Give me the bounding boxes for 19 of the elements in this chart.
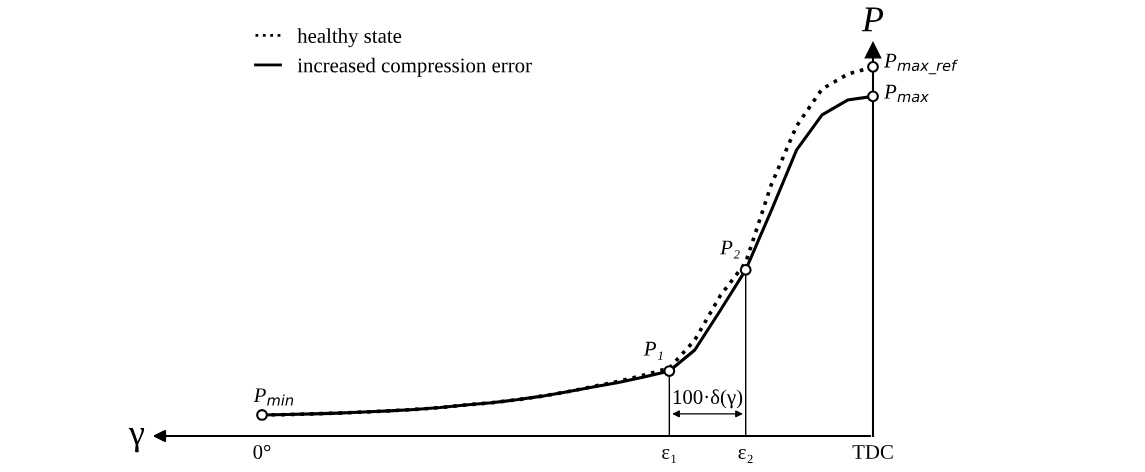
- point: [663, 365, 676, 377]
- point: [867, 60, 879, 73]
- annotation: P₂: [720, 240, 740, 259]
- point: [256, 409, 268, 421]
- x-tick-label: ε₂: [738, 448, 753, 464]
- annotation: P₁: [643, 341, 663, 360]
- point: [867, 90, 879, 103]
- annotation: P$_{max}$: [884, 84, 929, 103]
- x-tick-label: ε₁: [662, 448, 676, 463]
- x-tick-label: TDC: [852, 444, 893, 459]
- legend-label: increased compression error: [297, 57, 532, 77]
- legend-label: healthy state: [297, 28, 402, 48]
- annotation: P$_{min}$: [253, 388, 294, 406]
- annotation: 100·δ(γ): [673, 389, 743, 409]
- annotation: P$_{max_ref}$: [884, 53, 959, 75]
- x-axis-title: γ: [128, 428, 145, 453]
- point: [739, 263, 752, 276]
- y-axis-title: P: [861, 7, 884, 32]
- x-tick-label: 0°: [253, 444, 271, 459]
